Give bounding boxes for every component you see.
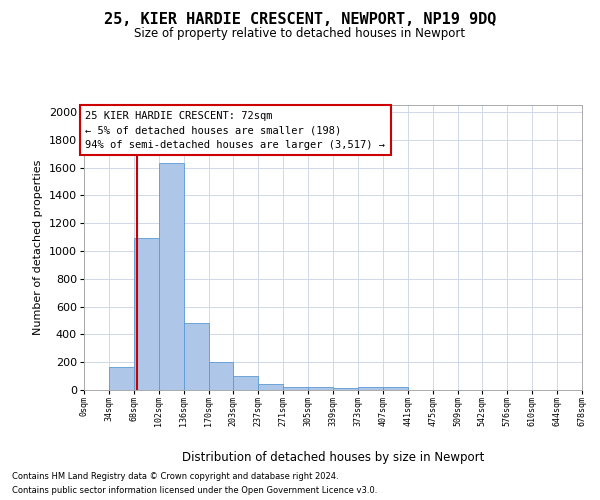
- Bar: [358, 387, 383, 390]
- Bar: [259, 384, 283, 390]
- Bar: [109, 367, 134, 390]
- Bar: [184, 324, 209, 390]
- Y-axis label: Number of detached properties: Number of detached properties: [34, 160, 43, 335]
- Text: Distribution of detached houses by size in Newport: Distribution of detached houses by size …: [182, 451, 484, 464]
- Bar: [209, 362, 233, 390]
- Bar: [283, 386, 308, 390]
- Bar: [383, 387, 407, 390]
- Text: 25, KIER HARDIE CRESCENT, NEWPORT, NP19 9DQ: 25, KIER HARDIE CRESCENT, NEWPORT, NP19 …: [104, 12, 496, 28]
- Bar: [333, 388, 358, 390]
- Text: Size of property relative to detached houses in Newport: Size of property relative to detached ho…: [134, 28, 466, 40]
- Bar: [134, 238, 158, 390]
- Bar: [159, 164, 184, 390]
- Text: 25 KIER HARDIE CRESCENT: 72sqm
← 5% of detached houses are smaller (198)
94% of : 25 KIER HARDIE CRESCENT: 72sqm ← 5% of d…: [85, 110, 385, 150]
- Bar: [233, 376, 258, 390]
- Text: Contains public sector information licensed under the Open Government Licence v3: Contains public sector information licen…: [12, 486, 377, 495]
- Bar: [308, 387, 333, 390]
- Text: Contains HM Land Registry data © Crown copyright and database right 2024.: Contains HM Land Registry data © Crown c…: [12, 472, 338, 481]
